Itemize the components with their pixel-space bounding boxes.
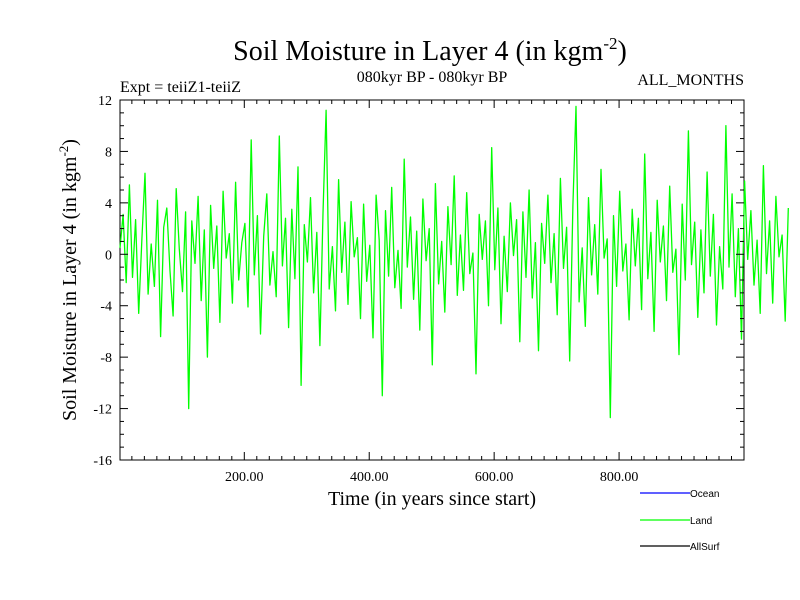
x-tick-label: 200.00 <box>225 470 264 485</box>
x-tick-label: 600.00 <box>475 470 514 485</box>
subtitle-center: 080kyr BP - 080kyr BP <box>357 69 508 86</box>
x-axis-label: Time (in years since start) <box>328 488 536 510</box>
chart-title: Soil Moisture in Layer 4 (in kgm-2) <box>233 34 627 67</box>
series-layer <box>119 105 789 419</box>
legend-allsurf-label: AllSurf <box>690 542 720 553</box>
legend: Ocean Land AllSurf <box>640 489 720 553</box>
x-tick-label: 800.00 <box>600 470 639 485</box>
legend-ocean-label: Ocean <box>690 489 719 500</box>
subtitle-left: Expt = teiiZ1-teiiZ <box>120 79 241 96</box>
y-tick-label: 8 <box>105 145 112 160</box>
y-tick-label: -16 <box>93 454 112 469</box>
subtitle-right: ALL_MONTHS <box>637 72 744 89</box>
y-tick-label: -12 <box>93 403 112 418</box>
tick-layer: -16 -12 -8 -4 0 4 8 12 200.00 400.00 600.00 800.00 <box>93 94 744 485</box>
y-tick-label: -4 <box>100 300 112 315</box>
y-tick-label: 4 <box>105 197 112 212</box>
plot-frame <box>119 99 745 461</box>
y-axis-label: Soil Moisture in Layer 4 (in kgm-2) <box>56 139 81 421</box>
series-line-land <box>119 105 789 419</box>
y-tick-label: -8 <box>100 351 112 366</box>
x-tick-label: 400.00 <box>350 470 389 485</box>
y-tick-label: 12 <box>98 94 112 109</box>
legend-land-label: Land <box>690 516 712 527</box>
y-tick-label: 0 <box>105 248 112 263</box>
